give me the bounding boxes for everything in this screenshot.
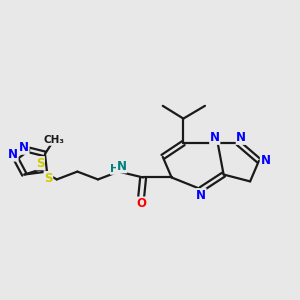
Text: N: N: [8, 148, 18, 161]
Text: O: O: [136, 197, 146, 210]
Text: N: N: [116, 160, 127, 173]
Text: S: S: [36, 157, 44, 170]
Text: N: N: [19, 141, 29, 154]
Text: N: N: [196, 189, 206, 202]
Text: N: N: [260, 154, 270, 167]
Text: N: N: [210, 131, 220, 144]
Text: CH₃: CH₃: [43, 135, 64, 145]
Text: S: S: [44, 172, 53, 184]
Text: H: H: [110, 164, 120, 174]
Text: N: N: [236, 131, 246, 144]
